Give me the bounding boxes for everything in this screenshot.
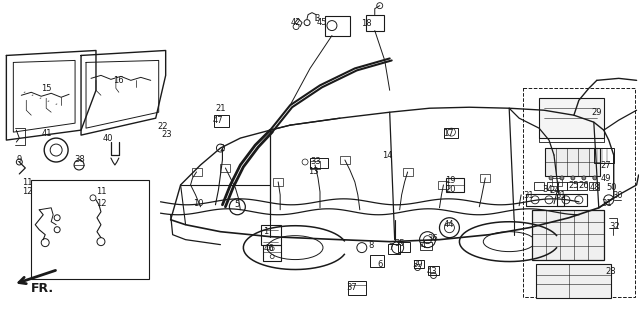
Text: 22: 22 <box>157 122 168 131</box>
Text: 9: 9 <box>17 156 22 164</box>
Bar <box>547 182 557 190</box>
Bar <box>523 88 635 297</box>
Bar <box>577 182 587 190</box>
Text: 6: 6 <box>377 260 383 269</box>
Circle shape <box>549 176 553 180</box>
Circle shape <box>582 176 586 180</box>
Bar <box>340 156 350 164</box>
Text: 32: 32 <box>609 222 620 231</box>
Bar <box>31 180 148 279</box>
Text: 26: 26 <box>579 181 589 190</box>
Bar <box>526 194 564 206</box>
Text: 7: 7 <box>388 243 394 252</box>
Bar <box>589 182 599 190</box>
Text: 11: 11 <box>22 179 33 188</box>
Bar <box>447 178 465 192</box>
Text: 31: 31 <box>524 191 534 200</box>
Text: 16: 16 <box>113 76 124 85</box>
Text: 10: 10 <box>193 199 204 208</box>
Text: 49: 49 <box>600 174 611 183</box>
Text: 2: 2 <box>220 144 225 153</box>
Text: 43: 43 <box>426 267 437 276</box>
Text: 1: 1 <box>262 227 268 236</box>
Text: 5: 5 <box>235 200 240 209</box>
Text: 20: 20 <box>445 185 456 194</box>
Text: 41: 41 <box>42 129 52 138</box>
Bar <box>263 244 281 260</box>
Text: 23: 23 <box>161 130 172 139</box>
Text: 48: 48 <box>589 183 600 192</box>
Bar <box>413 260 424 268</box>
Bar <box>388 244 399 253</box>
Circle shape <box>571 176 575 180</box>
Bar <box>420 242 431 250</box>
Text: 3: 3 <box>314 14 320 23</box>
Text: 39: 39 <box>412 260 423 269</box>
Bar <box>273 178 283 186</box>
Bar <box>545 148 600 176</box>
Text: 4: 4 <box>421 241 426 250</box>
Text: 15: 15 <box>41 84 51 93</box>
Text: 31: 31 <box>556 191 566 200</box>
Text: 11: 11 <box>96 188 106 196</box>
Text: 12: 12 <box>96 199 106 208</box>
Bar <box>438 181 449 189</box>
Text: 29: 29 <box>591 108 602 117</box>
Text: 8: 8 <box>368 241 374 250</box>
Bar <box>397 242 410 252</box>
Text: 31: 31 <box>602 199 612 208</box>
Bar <box>214 115 229 127</box>
Bar <box>310 161 320 169</box>
Bar <box>310 158 328 168</box>
Text: 25: 25 <box>569 181 579 190</box>
Text: 18: 18 <box>362 19 372 28</box>
Text: 38: 38 <box>75 155 85 164</box>
Bar <box>567 182 577 190</box>
Text: 30: 30 <box>612 191 623 200</box>
Text: FR.: FR. <box>31 283 54 295</box>
Text: 50: 50 <box>607 183 617 192</box>
Bar <box>594 148 614 163</box>
Text: 36: 36 <box>427 234 438 243</box>
Bar <box>261 225 281 244</box>
Text: 19: 19 <box>445 176 456 185</box>
Bar <box>534 182 544 190</box>
Bar <box>220 164 230 172</box>
Bar <box>557 182 567 190</box>
Bar <box>444 128 458 138</box>
Bar <box>370 255 384 267</box>
Bar <box>325 16 350 36</box>
Text: 35: 35 <box>394 239 405 248</box>
Text: 45: 45 <box>317 18 327 27</box>
Bar <box>539 98 604 138</box>
Text: 17: 17 <box>443 129 454 138</box>
Bar <box>536 264 611 298</box>
Bar <box>552 178 562 186</box>
Bar <box>532 210 604 260</box>
Bar <box>480 174 490 182</box>
Bar <box>428 266 440 276</box>
Bar <box>348 282 366 295</box>
Text: 44: 44 <box>443 220 454 229</box>
Text: 46: 46 <box>264 244 275 253</box>
Text: 37: 37 <box>346 283 357 292</box>
Text: 47: 47 <box>212 116 223 125</box>
Text: 13: 13 <box>308 167 318 176</box>
Bar <box>366 15 384 31</box>
Bar <box>191 168 202 176</box>
Text: 34: 34 <box>543 185 554 194</box>
Bar <box>557 194 587 206</box>
Text: 33: 33 <box>310 157 321 166</box>
Text: 12: 12 <box>22 188 33 196</box>
Text: 24: 24 <box>550 186 560 196</box>
Text: 42: 42 <box>291 18 301 27</box>
Text: 27: 27 <box>600 162 611 171</box>
Circle shape <box>593 176 596 180</box>
Circle shape <box>560 176 564 180</box>
Text: 14: 14 <box>383 150 393 160</box>
Bar <box>403 168 413 176</box>
Text: 21: 21 <box>215 104 226 113</box>
Text: 40: 40 <box>102 133 113 143</box>
Text: 28: 28 <box>605 267 616 276</box>
